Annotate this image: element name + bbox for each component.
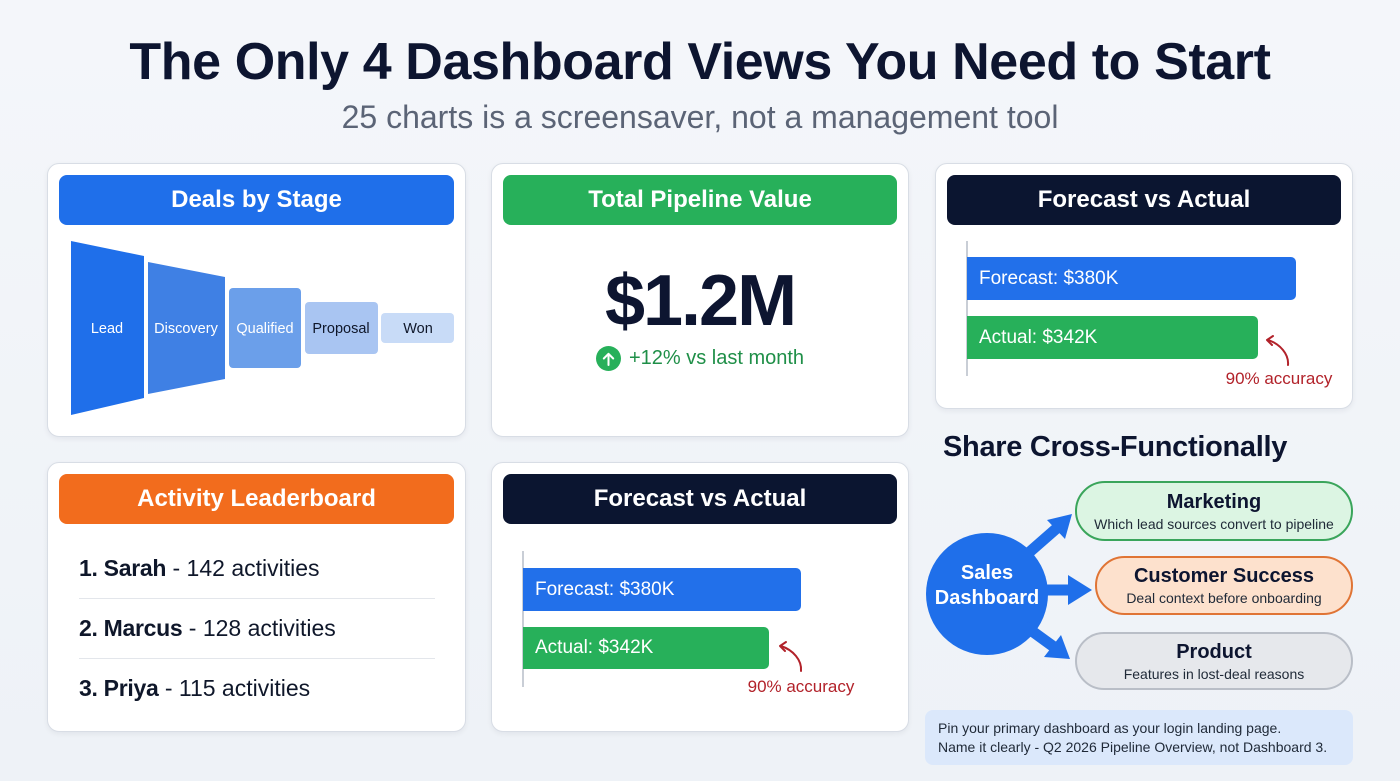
pipeline-value-header: Total Pipeline Value [503, 175, 897, 225]
funnel-label-won: Won [403, 321, 433, 337]
tip-line-2: Name it clearly - Q2 2026 Pipeline Overv… [938, 739, 1328, 755]
leaderboard-row: 2. Marcus - 128 activities [79, 614, 336, 642]
team-description: Features in lost-deal reasons [1123, 665, 1305, 682]
team-description: Deal context before onboarding [1126, 590, 1322, 606]
team-name: Product [1176, 640, 1252, 663]
leaderboard-row: 3. Priya - 115 activities [79, 674, 310, 702]
forecast-vs-actual-header-top: Forecast vs Actual [947, 175, 1341, 225]
hub-label-line2: Dashboard [934, 587, 1040, 609]
funnel-stage-discovery [148, 262, 225, 394]
tip-callout: Pin your primary dashboard as your login… [925, 710, 1353, 765]
leaderboard-rank-name: 3. Priya [79, 675, 159, 701]
row-divider [79, 598, 435, 599]
chart-axis [966, 241, 968, 376]
leaderboard-count: - 142 activities [166, 555, 320, 581]
team-description: Which lead sources convert to pipeline [1094, 515, 1334, 532]
row-divider [79, 658, 435, 659]
funnel-stage-qualified [229, 288, 301, 368]
arrow-up-circle-icon [595, 346, 621, 371]
actual-bar: Actual: $342K [523, 627, 769, 669]
actual-bar: Actual: $342K [967, 316, 1258, 359]
forecast-vs-actual-header-bottom: Forecast vs Actual [503, 474, 897, 524]
team-customer-success: Customer Success Deal context before onb… [1095, 556, 1353, 615]
team-marketing: Marketing Which lead sources convert to … [1075, 481, 1353, 541]
deals-by-stage-header: Deals by Stage [59, 175, 454, 225]
funnel-stage-proposal [305, 302, 378, 354]
accuracy-label: 90% accuracy [1225, 369, 1333, 388]
activity-leaderboard-card: Activity Leaderboard 1. Sarah - 142 acti… [47, 462, 466, 732]
share-section-title: Share Cross-Functionally [943, 431, 1288, 463]
forecast-bar: Forecast: $380K [967, 257, 1296, 300]
funnel-stage-won [381, 313, 454, 343]
accuracy-label: 90% accuracy [747, 677, 855, 696]
funnel-stage-lead [71, 241, 144, 415]
forecast-vs-actual-card-bottom: Forecast vs Actual Forecast: $380K Actua… [491, 462, 909, 732]
page-title: The Only 4 Dashboard Views You Need to S… [129, 33, 1271, 91]
team-name: Marketing [1166, 490, 1262, 513]
tip-line-1: Pin your primary dashboard as your login… [938, 720, 1282, 736]
arrow-to-customer-success-icon [1038, 575, 1092, 605]
arrow-to-product-icon [1021, 621, 1070, 659]
funnel-label-proposal: Proposal [312, 321, 369, 337]
leaderboard-rank-name: 2. Marcus [79, 615, 183, 641]
funnel-label-qualified: Qualified [236, 321, 293, 337]
sales-dashboard-label: Sales Dashboard [926, 561, 1048, 611]
pipeline-value: $1.2M [604, 261, 797, 341]
team-product: Product Features in lost-deal reasons [1075, 632, 1353, 690]
funnel-chart: Lead Discovery Qualified Proposal Won [71, 241, 454, 415]
curved-arrow-icon [779, 641, 803, 672]
pipeline-change-text: +12% vs last month [628, 347, 805, 369]
arrow-to-marketing-icon [1021, 514, 1072, 561]
hub-label-line1: Sales [960, 562, 1014, 584]
leaderboard-count: - 115 activities [158, 675, 311, 701]
leaderboard-row: 1. Sarah - 142 activities [79, 554, 320, 582]
funnel-label-discovery: Discovery [154, 321, 218, 337]
funnel-label-lead: Lead [91, 321, 123, 337]
forecast-bar: Forecast: $380K [523, 568, 801, 611]
team-name: Customer Success [1133, 565, 1315, 587]
sales-dashboard-hub [926, 533, 1048, 655]
chart-axis [522, 551, 524, 687]
pipeline-value-card: Total Pipeline Value $1.2M +12% vs last … [491, 163, 909, 437]
activity-leaderboard-header: Activity Leaderboard [59, 474, 454, 524]
deals-by-stage-card: Deals by Stage Lead Discovery Qualified … [47, 163, 466, 437]
curved-arrow-icon [1266, 335, 1290, 366]
pipeline-change: +12% vs last month [492, 346, 908, 371]
leaderboard-count: - 128 activities [182, 615, 336, 641]
page-subtitle: 25 charts is a screensaver, not a manage… [341, 99, 1059, 135]
leaderboard-rank-name: 1. Sarah [79, 555, 167, 581]
share-diagram [926, 514, 1092, 659]
forecast-vs-actual-card-top: Forecast vs Actual Forecast: $380K Actua… [935, 163, 1353, 409]
